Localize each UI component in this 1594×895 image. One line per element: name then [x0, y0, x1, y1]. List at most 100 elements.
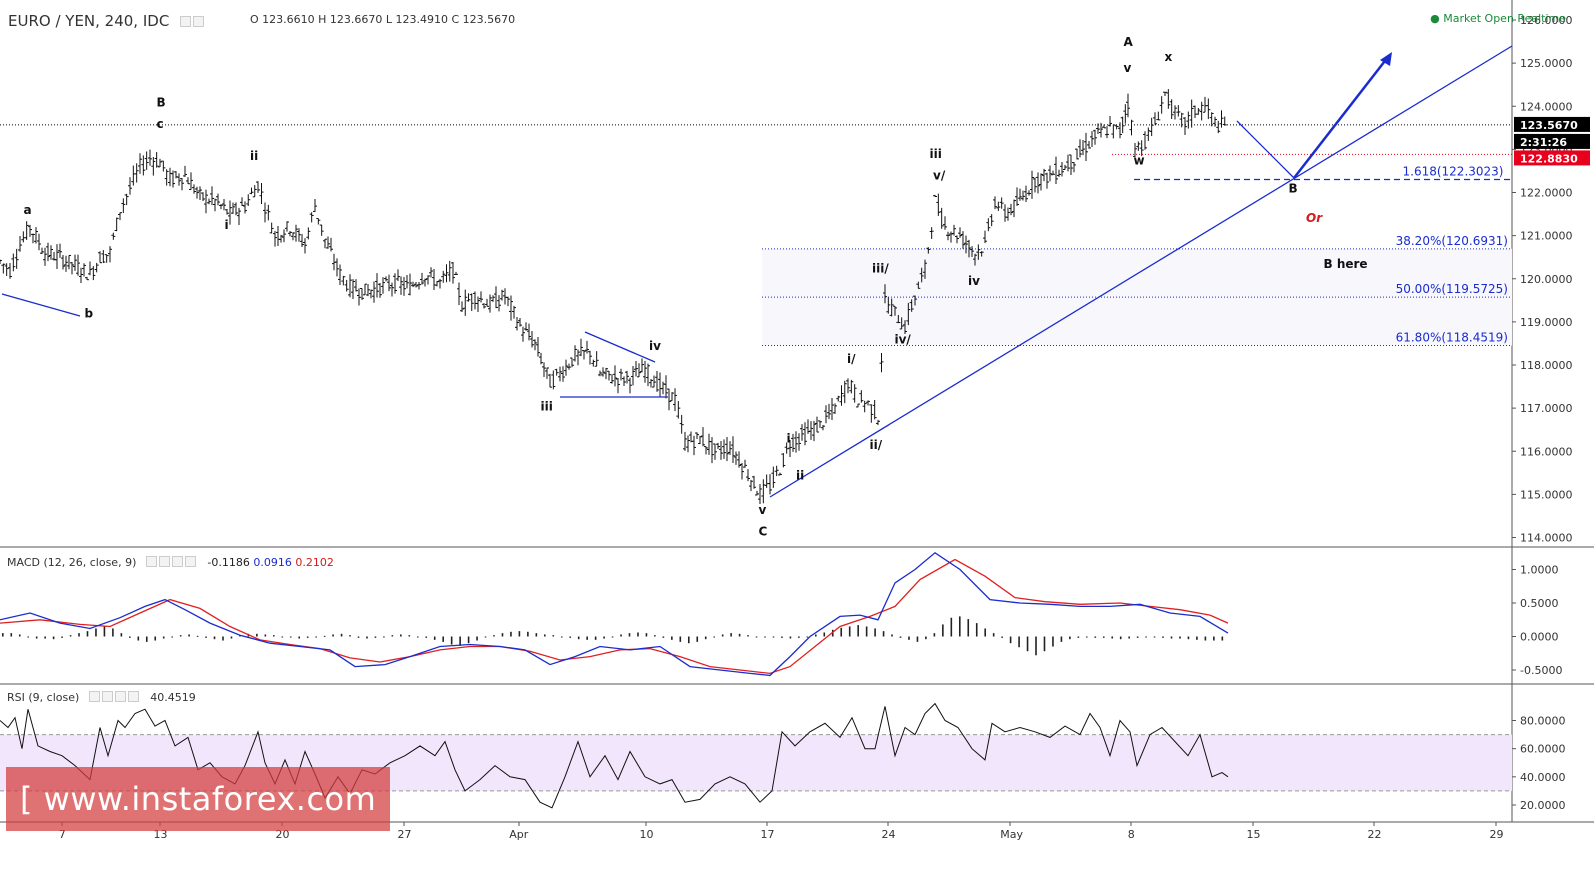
macd-hist-bar [1060, 636, 1063, 642]
macd-hist-bar [408, 635, 411, 637]
x-tick-label: 17 [761, 828, 775, 841]
fib-level-label: 1.618(122.3023) [1403, 164, 1504, 178]
macd-hist-bar [501, 633, 504, 637]
market-status-dot-icon: ● [1430, 12, 1440, 25]
macd-hist-bar [772, 636, 775, 638]
macd-hist-bar [1204, 636, 1207, 641]
header-controls[interactable] [180, 13, 206, 31]
x-tick-label: Apr [509, 828, 529, 841]
macd-hist-bar [332, 634, 334, 637]
macd-hist-bar [1001, 636, 1003, 638]
macd-hist-bar [925, 636, 927, 640]
macd-hist-bar [950, 617, 953, 637]
macd-hist-bar [450, 636, 453, 645]
macd-hist-bar [27, 636, 30, 638]
wave-label: B [157, 95, 166, 109]
macd-hist-bar [1052, 636, 1054, 647]
support-trendline [769, 45, 1513, 498]
wave-label: ii [796, 468, 804, 482]
macd-hist-bar [400, 634, 402, 637]
rsi-y-tick-label: 80.0000 [1520, 715, 1566, 728]
chart-root: 114.0000 115.0000 116.0000 117.0000 118.0000… [0, 0, 1594, 841]
ohlc-bars [0, 89, 1227, 504]
macd-hist-bar [823, 632, 826, 637]
watermark-logo: [ www.instaforex.com ] [6, 767, 390, 882]
macd-hist-bar [620, 634, 622, 637]
macd-hist-bar [137, 636, 140, 641]
rsi-y-tick-label: 40.0000 [1520, 771, 1566, 784]
macd-hist-value: 0.2102 [295, 556, 334, 569]
macd-legend[interactable]: MACD (12, 26, close, 9) -0.1186 0.0916 0… [7, 556, 334, 570]
countdown-badge-bg [1514, 133, 1590, 149]
wave-label: a [24, 203, 32, 217]
macd-hist-bar [764, 636, 766, 638]
macd-hist-bar [323, 635, 326, 637]
macd-hist-bar [1094, 636, 1097, 638]
macd-hist-bar [416, 636, 419, 638]
wave-label: i/ [847, 352, 856, 366]
macd-hist-bar [171, 636, 173, 638]
macd-hist-bar [289, 636, 292, 638]
macd-hist-bar [61, 636, 63, 638]
y-tick-label: 125.0000 [1520, 57, 1573, 70]
macd-hist-bar [154, 636, 157, 641]
macd-hist-bar [264, 634, 267, 637]
macd-hist-bar [129, 636, 131, 638]
y-tick-label: 122.0000 [1520, 187, 1573, 200]
wave-label: iii/ [872, 261, 889, 275]
macd-hist-bar [2, 633, 4, 637]
macd-controls[interactable] [145, 556, 198, 570]
red-price-badge: 122.8830 [1520, 152, 1578, 165]
macd-hist-bar [544, 634, 546, 637]
y-tick-label: 117.0000 [1520, 402, 1573, 415]
macd-value: -0.1186 [207, 556, 250, 569]
macd-hist-bar [806, 636, 809, 638]
macd-hist-bar [560, 636, 563, 638]
x-tick-label: 7 [59, 828, 66, 841]
last-price-badge-bg [1514, 116, 1590, 132]
market-status: ● Market Open Realtime [1430, 12, 1566, 25]
macd-hist-bar [611, 636, 614, 638]
macd-hist-bar [1111, 636, 1114, 639]
symbol-title[interactable]: EURO / YEN, 240, IDC [8, 12, 212, 31]
macd-hist-bar [179, 635, 182, 637]
macd-hist-bar [527, 631, 529, 637]
rsi-controls[interactable] [88, 691, 141, 705]
x-tick-label: 13 [154, 828, 168, 841]
macd-hist-bar [933, 633, 936, 637]
wave-label: A [1124, 35, 1134, 49]
macd-hist-bar [730, 633, 732, 637]
macd-hist-bar [78, 633, 80, 637]
macd-hist-bar [704, 636, 707, 640]
macd-hist-bar [120, 633, 123, 637]
fib-level-label: 61.80%(118.4519) [1396, 331, 1508, 345]
macd-histogram [2, 616, 1224, 656]
wave-label: i [787, 432, 791, 446]
macd-hist-bar [86, 631, 89, 637]
macd-hist-bar [755, 636, 758, 638]
symbol-title-text: EURO / YEN, 240, IDC [8, 12, 170, 30]
macd-hist-bar [908, 636, 910, 640]
macd-hist-bar [222, 636, 224, 641]
macd-hist-bar [662, 636, 665, 638]
macd-title: MACD (12, 26, close, 9) [7, 556, 137, 569]
fib-level-label: 50.00%(119.5725) [1396, 282, 1508, 296]
macd-hist-bar [213, 636, 216, 640]
or-label: Or [1306, 211, 1323, 225]
macd-hist-bar [696, 636, 699, 642]
macd-hist-bar [1221, 636, 1224, 641]
macd-hist-bar [366, 636, 368, 639]
macd-hist-bar [891, 634, 893, 637]
rsi-legend[interactable]: RSI (9, close) 40.4519 [7, 691, 196, 705]
macd-hist-bar [383, 636, 385, 638]
macd-hist-bar [984, 628, 986, 637]
macd-hist-bar [1145, 636, 1147, 638]
rsi-title: RSI (9, close) [7, 691, 80, 704]
y-tick-label: 114.0000 [1520, 532, 1573, 545]
macd-y-tick-label: 1.0000 [1520, 564, 1559, 577]
y-tick-label: 118.0000 [1520, 359, 1573, 372]
macd-hist-bar [1102, 636, 1105, 638]
wave-label: x [1165, 50, 1173, 64]
macd-hist-bar [603, 636, 605, 639]
macd-hist-bar [916, 636, 919, 642]
